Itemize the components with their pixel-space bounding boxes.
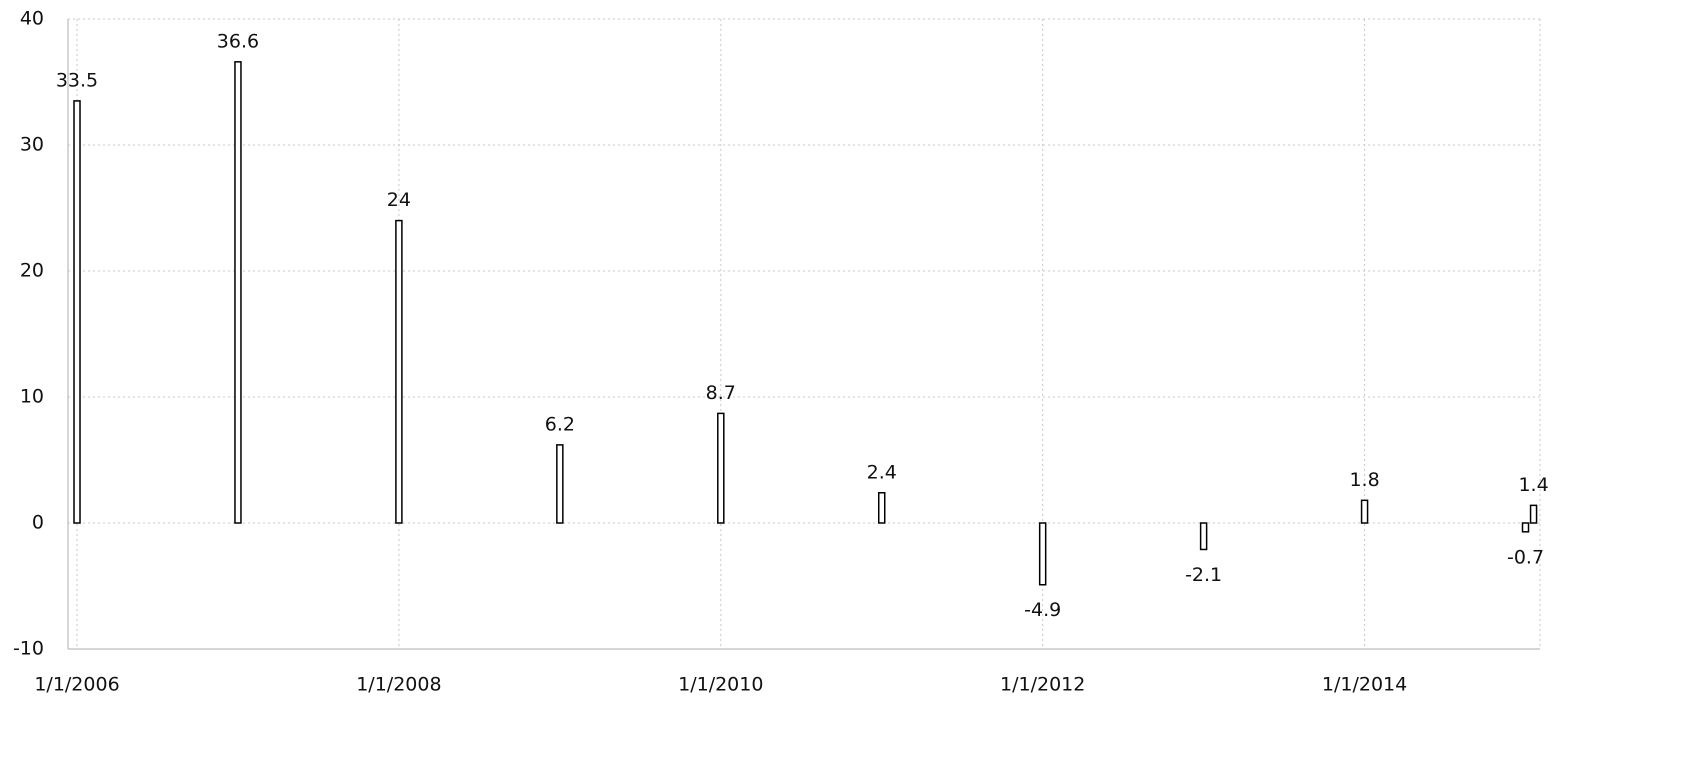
bar (556, 444, 564, 524)
value-label: 8.7 (706, 382, 736, 404)
value-label: 1.4 (1518, 474, 1548, 496)
bar (1521, 522, 1530, 533)
x-tick-label: 1/1/2014 (1322, 674, 1407, 696)
y-tick-label: 40 (20, 8, 44, 30)
bar (73, 100, 81, 524)
x-tick-label: 1/1/2012 (1000, 674, 1085, 696)
bar (877, 492, 886, 524)
bar (1360, 499, 1369, 524)
x-tick-label: 1/1/2010 (678, 674, 763, 696)
value-label: -2.1 (1185, 564, 1222, 586)
bar (395, 219, 403, 524)
value-label: 33.5 (56, 69, 98, 91)
bar (1199, 522, 1208, 551)
y-tick-label: 20 (20, 260, 44, 282)
value-label: 6.2 (545, 413, 575, 435)
x-tick-label: 1/1/2008 (356, 674, 441, 696)
value-label: 2.4 (867, 461, 897, 483)
value-label: -0.7 (1507, 546, 1544, 568)
value-label: -4.9 (1024, 599, 1061, 621)
bar (1038, 522, 1047, 586)
y-tick-label: 10 (20, 386, 44, 408)
bar (1529, 504, 1538, 524)
bar (717, 412, 725, 524)
y-tick-label: 0 (32, 512, 44, 534)
value-label: 36.6 (217, 30, 259, 52)
y-tick-label: -10 (13, 638, 44, 660)
value-label: 1.8 (1349, 469, 1379, 491)
y-tick-label: 30 (20, 134, 44, 156)
bar (234, 61, 242, 524)
value-label: 24 (387, 189, 411, 211)
x-tick-label: 1/1/2006 (34, 674, 119, 696)
